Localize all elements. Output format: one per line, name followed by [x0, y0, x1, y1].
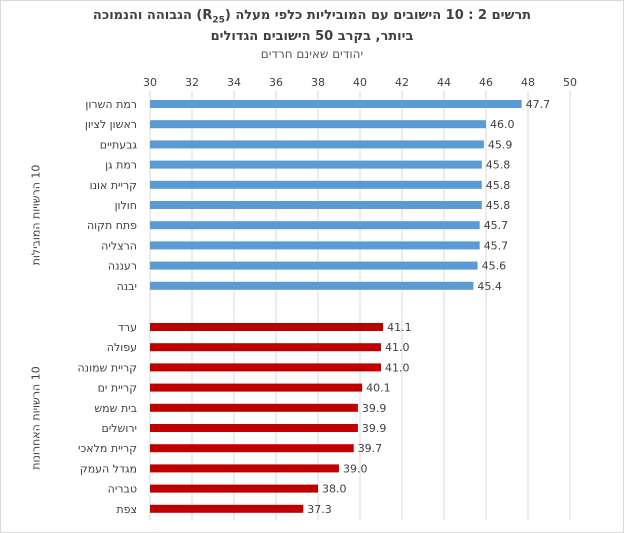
bar	[150, 343, 381, 352]
category-label: טבריה	[108, 483, 137, 496]
category-label: צפת	[116, 503, 137, 516]
chart-title-line1: תרשים 2 : 10 הישובים עם המוביליות כלפי מ…	[92, 8, 532, 26]
bar	[150, 120, 486, 129]
category-label: מגדל העמק	[80, 462, 137, 475]
bar	[150, 281, 474, 290]
bar	[150, 323, 384, 331]
data-label: 40.1	[366, 382, 391, 395]
x-tick-label: 42	[395, 76, 409, 89]
data-label: 45.8	[486, 179, 511, 192]
data-label: 39.9	[362, 402, 387, 415]
x-tick-label: 32	[185, 76, 199, 89]
data-label: 41.0	[385, 341, 410, 354]
group-label-top: 10 הרשויות המובילות	[29, 164, 43, 266]
bar	[150, 444, 354, 453]
data-label: 39.9	[362, 422, 387, 435]
category-label: רעננה	[108, 260, 137, 273]
bar	[150, 383, 363, 392]
data-label: 39.7	[358, 442, 383, 455]
data-label: 45.8	[486, 159, 511, 172]
x-tick-label: 50	[563, 76, 577, 89]
bar	[150, 504, 304, 513]
category-label: קריית ים	[98, 382, 137, 395]
data-label: 45.7	[484, 239, 509, 252]
data-label: 45.4	[477, 280, 502, 293]
bar	[150, 100, 522, 108]
bar	[150, 160, 482, 169]
category-label: הרצליה	[101, 239, 137, 252]
category-label: יבנה	[117, 280, 137, 293]
category-label: רמת השרון	[85, 98, 137, 111]
bar	[150, 201, 482, 209]
category-label: רמת גן	[105, 159, 137, 172]
bar	[150, 484, 318, 493]
category-label: קריית שמונה	[77, 361, 137, 374]
category-label: ראשון לציון	[85, 118, 137, 131]
bar	[150, 221, 480, 230]
x-tick-label: 34	[227, 76, 241, 89]
category-label: קריית מלאכי	[78, 442, 137, 455]
bar	[150, 241, 480, 250]
data-label: 45.6	[482, 260, 507, 273]
x-tick-label: 40	[353, 76, 367, 89]
data-label: 45.7	[484, 219, 509, 232]
bar	[150, 424, 358, 432]
x-tick-label: 38	[311, 76, 325, 89]
bar	[150, 464, 339, 473]
x-tick-label: 48	[521, 76, 535, 89]
bar	[150, 363, 381, 372]
bar	[150, 261, 478, 270]
category-label: גבעתיים	[100, 138, 138, 151]
data-label: 45.9	[488, 138, 513, 151]
data-label: 47.7	[526, 98, 551, 111]
category-label: חולון	[115, 199, 137, 212]
data-label: 46.0	[490, 118, 515, 131]
data-label: 37.3	[307, 503, 332, 516]
x-tick-label: 30	[143, 76, 157, 89]
category-label: ירושלים	[102, 422, 137, 435]
chart-title-line2: ביותר, בקרב 50 הישובים הגדולים	[210, 29, 414, 44]
data-label: 39.0	[343, 462, 368, 475]
x-tick-label: 44	[437, 76, 451, 89]
category-label: עפולה	[107, 341, 137, 354]
x-tick-label: 46	[479, 76, 493, 89]
bar	[150, 140, 484, 149]
category-label: קריית אונו	[90, 179, 137, 192]
x-tick-label: 36	[269, 76, 283, 89]
category-label: ערד	[118, 321, 137, 334]
category-label: בית שמש	[94, 402, 137, 415]
category-label: פתח תקוה	[87, 219, 137, 232]
chart-subtitle: יהודים שאינם חרדים	[260, 47, 364, 61]
data-label: 38.0	[322, 483, 347, 496]
bar	[150, 403, 358, 412]
data-label: 41.1	[387, 321, 412, 334]
data-label: 41.0	[385, 361, 410, 374]
bar	[150, 180, 482, 189]
group-label-bottom: 10 הרשויות האחרונות	[29, 366, 43, 470]
data-label: 45.8	[486, 199, 511, 212]
